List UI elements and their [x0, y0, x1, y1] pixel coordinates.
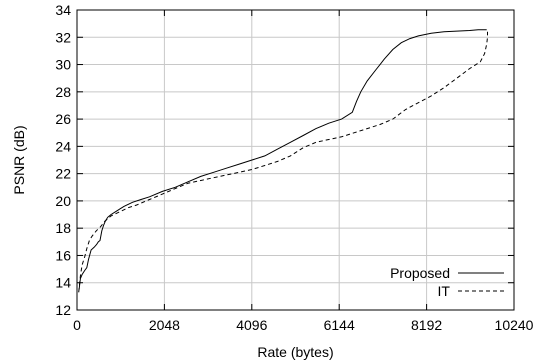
y-tick-label: 28: [55, 84, 71, 100]
y-tick-label: 16: [55, 247, 71, 263]
axis-ticks: 12 14 16 18 20 22 24 26 28 30 32 34 0 2048 4096 6144 819…: [55, 2, 533, 333]
y-tick-label: 14: [55, 275, 71, 291]
legend-label-it: IT: [438, 283, 451, 299]
grid-lines: [77, 10, 514, 310]
x-tick-label: 10240: [495, 317, 534, 333]
plot-frame: [76, 9, 515, 311]
y-tick-label: 26: [55, 111, 71, 127]
x-axis-title: Rate (bytes): [257, 344, 333, 360]
y-tick-label: 30: [55, 57, 71, 73]
x-tick-label: 8192: [411, 317, 442, 333]
series-lines: [78, 29, 488, 293]
y-axis-title: PSNR (dB): [11, 125, 27, 194]
y-tick-label: 12: [55, 302, 71, 318]
y-tick-label: 18: [55, 220, 71, 236]
series-line-proposed: [78, 29, 487, 290]
y-tick-label: 34: [55, 2, 71, 18]
legend-label-proposed: Proposed: [390, 265, 450, 281]
x-tick-label: 2048: [149, 317, 180, 333]
series-line-it: [78, 31, 488, 293]
x-tick-label: 4096: [236, 317, 267, 333]
y-tick-label: 20: [55, 193, 71, 209]
y-tick-label: 22: [55, 166, 71, 182]
y-tick-label: 24: [55, 138, 71, 154]
legend: Proposed IT: [390, 265, 504, 299]
y-tick-label: 32: [55, 29, 71, 45]
x-tick-label: 0: [73, 317, 81, 333]
x-tick-label: 6144: [324, 317, 355, 333]
